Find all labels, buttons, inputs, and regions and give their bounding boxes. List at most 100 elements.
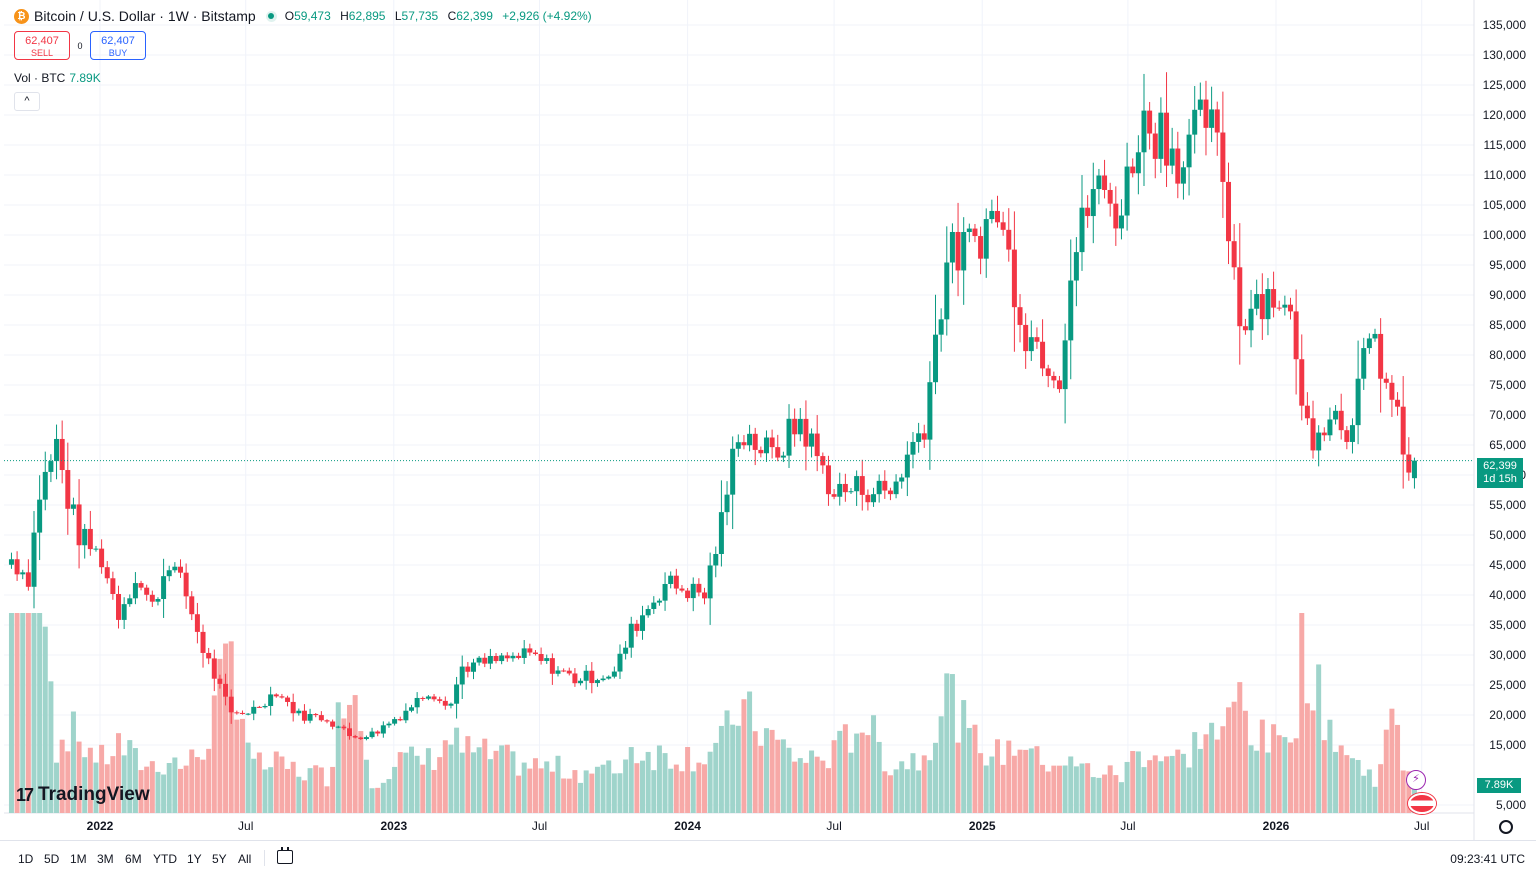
volume-bar xyxy=(848,752,854,813)
candle-body xyxy=(516,655,522,658)
range-ytd[interactable]: YTD xyxy=(153,852,177,866)
volume-bar xyxy=(245,742,251,813)
volume-bar xyxy=(1304,703,1310,813)
volume-bar xyxy=(583,770,589,813)
candle-body xyxy=(172,566,178,571)
volume-bar xyxy=(527,768,533,813)
gear-icon[interactable] xyxy=(1499,820,1513,834)
candle-body xyxy=(718,512,724,555)
candle-body xyxy=(206,652,212,659)
candle-body xyxy=(285,697,291,702)
candle-body xyxy=(268,694,274,706)
volume-bar xyxy=(358,731,364,813)
candle-body xyxy=(775,447,781,458)
volume-bar xyxy=(414,755,420,813)
range-5d[interactable]: 5D xyxy=(44,852,60,866)
candle-body xyxy=(482,657,488,664)
candle-body xyxy=(499,655,505,662)
sell-button[interactable]: 62,407 SELL xyxy=(14,31,70,60)
candle-body xyxy=(1304,405,1310,419)
lightning-icon[interactable]: ⚡ xyxy=(1406,770,1426,790)
volume-bar xyxy=(296,776,302,813)
candle-body xyxy=(1118,215,1124,229)
volume-bar xyxy=(1254,750,1260,813)
volume-bar xyxy=(786,747,792,813)
candle-body xyxy=(702,592,708,599)
candle-body xyxy=(859,476,865,495)
candle-body xyxy=(1175,148,1181,184)
candle-body xyxy=(14,559,20,575)
volume-bar xyxy=(1226,707,1232,813)
range-5y[interactable]: 5Y xyxy=(212,852,227,866)
volume-bar xyxy=(369,788,375,813)
volume-bar xyxy=(859,732,865,813)
volume-bar xyxy=(1349,758,1355,813)
change-value: +2,926 (+4.92%) xyxy=(502,9,592,23)
candle-body xyxy=(352,736,358,738)
candle-body xyxy=(1406,454,1412,473)
range-3m[interactable]: 3M xyxy=(97,852,114,866)
candle-body xyxy=(1333,410,1339,420)
volume-bar xyxy=(437,757,443,813)
collapse-legend-button[interactable]: ^ xyxy=(14,92,40,111)
volume-bar xyxy=(172,757,178,813)
volume-bar xyxy=(854,733,860,813)
candle-body xyxy=(572,673,578,684)
candle-body xyxy=(1366,338,1372,349)
volume-bar xyxy=(820,760,826,813)
range-1m[interactable]: 1M xyxy=(70,852,87,866)
x-tick-label: 2026 xyxy=(1263,819,1290,833)
candle-body xyxy=(1237,267,1243,327)
tradingview-logo[interactable]: 17 TradingView xyxy=(16,784,150,806)
price-chart[interactable]: 5,000 15,000 20,000 25,000 30,000 35,000 40,00… xyxy=(0,0,1536,840)
candle-body xyxy=(555,670,561,674)
candle-body xyxy=(1361,348,1367,379)
candle-body xyxy=(358,737,364,740)
candle-body xyxy=(1372,333,1378,339)
candle-body xyxy=(944,262,950,320)
calendar-goto-icon[interactable] xyxy=(277,847,293,864)
volume-bar xyxy=(899,761,905,813)
candle-body xyxy=(1214,109,1220,133)
volume-bar xyxy=(1158,761,1164,813)
symbol-title[interactable]: Bitcoin / U.S. Dollar · 1W · Bitstamp xyxy=(34,8,256,24)
range-1y[interactable]: 1Y xyxy=(187,852,202,866)
candle-body xyxy=(916,433,922,442)
candle-body xyxy=(1158,112,1164,159)
candle-body xyxy=(792,418,798,435)
volume-bar xyxy=(341,718,347,813)
range-1d[interactable]: 1D xyxy=(18,852,34,866)
candle-body xyxy=(769,437,775,448)
volume-bar xyxy=(1011,755,1017,813)
candle-body xyxy=(161,576,167,599)
volume-value: 7.89K xyxy=(69,71,101,85)
us-flag-icon[interactable] xyxy=(1408,793,1436,814)
chevron-up-icon: ^ xyxy=(24,95,30,107)
volume-bar xyxy=(1141,767,1147,813)
buy-button[interactable]: 62,407 BUY xyxy=(90,31,146,60)
candle-body xyxy=(893,481,899,495)
candle-body xyxy=(369,731,375,738)
high-label: H xyxy=(340,9,349,23)
volume-bar xyxy=(865,735,871,813)
utc-clock[interactable]: 09:23:41 UTC xyxy=(1450,852,1525,866)
volume-bar xyxy=(65,751,71,813)
volume-bar xyxy=(1107,765,1113,813)
volume-bar xyxy=(1180,753,1186,813)
candle-body xyxy=(1062,340,1068,390)
volume-bar xyxy=(1006,740,1012,813)
range-all[interactable]: All xyxy=(238,852,252,866)
candle-body xyxy=(640,615,646,631)
volume-bar xyxy=(1090,777,1096,813)
candle-body xyxy=(848,491,854,493)
range-6m[interactable]: 6M xyxy=(125,852,142,866)
bar-countdown: 1d 15h xyxy=(1483,473,1517,485)
volume-bar xyxy=(600,764,606,813)
volume-bar xyxy=(1338,745,1344,813)
volume-bar xyxy=(347,704,353,813)
candle-body xyxy=(1102,175,1108,190)
volume-bar xyxy=(363,759,369,813)
volume-bar xyxy=(1040,764,1046,813)
volume-bar xyxy=(25,613,31,813)
candle-body xyxy=(1389,382,1395,400)
